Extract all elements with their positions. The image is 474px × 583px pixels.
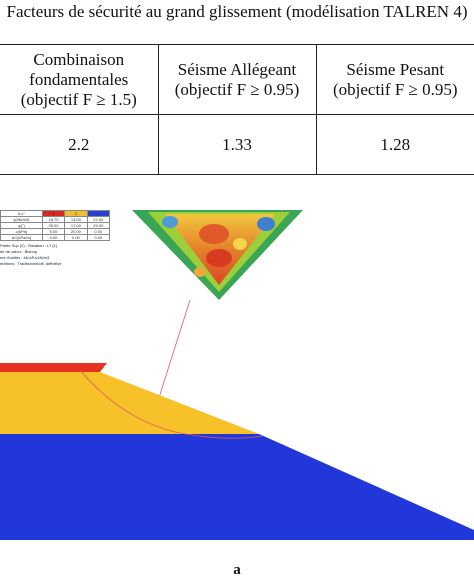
layer-3-substratum	[0, 434, 474, 540]
layer-2-embankment	[0, 372, 259, 434]
value-seisme-allegeant: 1.33	[157, 114, 317, 175]
header-seisme-pesant: Séisme Pesant (objectif F ≥ 0.95)	[315, 44, 474, 115]
calculation-notes: Partie Sup (0) ; Situation : LT (1) de d…	[0, 243, 62, 266]
table-value-row: 2.2 1.33 1.28	[0, 114, 474, 175]
safety-factor-table: Combinaison fondamentales (objectif F ≥ …	[0, 44, 474, 175]
value-combinaison: 2.2	[0, 114, 159, 175]
slope-model-svg	[0, 210, 474, 540]
soil-legend-panel: d n° 1 2 3 γ(kN/m3) 18.70 13.00 22.00 φ(°) 2…	[0, 210, 128, 280]
header-seisme-allegeant: Séisme Allégeant (objectif F ≥ 0.95)	[157, 44, 317, 115]
value-seisme-pesant: 1.28	[315, 114, 474, 175]
safety-factor-map	[132, 210, 303, 300]
soil-parameter-table: d n° 1 2 3 γ(kN/m3) 18.70 13.00 22.00 φ(°) 2…	[0, 210, 111, 241]
talren-model-figure: d n° 1 2 3 γ(kN/m3) 18.70 13.00 22.00 φ(°) 2…	[0, 200, 474, 545]
critical-slip-surface	[79, 369, 263, 439]
table-caption: Facteurs de sécurité au grand glissement…	[6, 2, 468, 21]
header-combinaison: Combinaison fondamentales (objectif F ≥ …	[0, 44, 159, 115]
figure-sub-label: a	[233, 562, 241, 578]
layer-1-surface	[0, 363, 107, 372]
table-header-row: Combinaison fondamentales (objectif F ≥ …	[0, 44, 474, 115]
